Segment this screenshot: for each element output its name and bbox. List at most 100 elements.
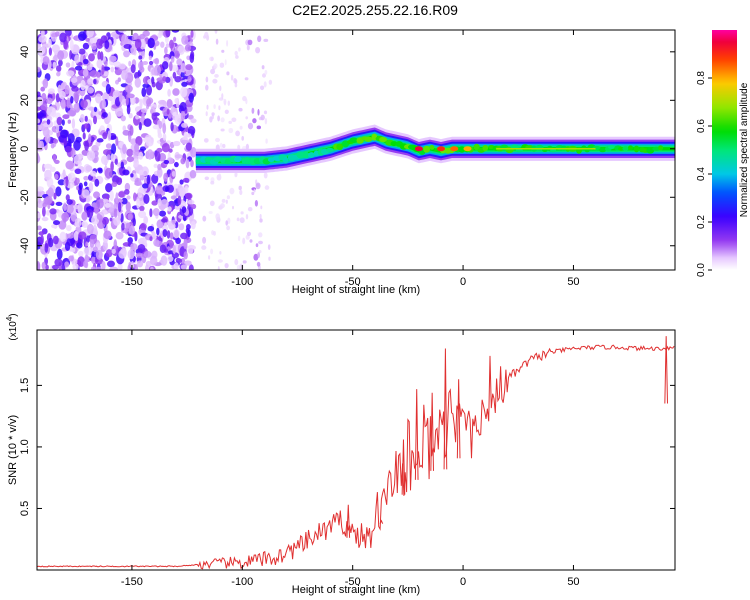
noise-blob: [124, 182, 131, 192]
faint-noise-blob: [227, 100, 230, 106]
noise-blob: [102, 216, 109, 225]
noise-blob: [46, 209, 51, 216]
noise-blob: [122, 169, 130, 176]
noise-blob: [53, 192, 57, 200]
noise-blob: [143, 177, 148, 185]
noise-blob: [140, 108, 148, 114]
ridge-blob: [283, 157, 289, 164]
faint-noise-blob: [210, 248, 214, 255]
noise-blob: [181, 81, 188, 87]
noise-blob: [187, 125, 196, 136]
noise-blob: [162, 133, 167, 141]
noise-blob: [134, 72, 140, 80]
noise-blob: [188, 264, 194, 270]
noise-blob: [37, 139, 42, 150]
noise-blob: [109, 217, 113, 222]
ridge-blob: [482, 144, 489, 152]
noise-blob: [71, 247, 76, 253]
noise-blob: [126, 148, 134, 157]
faint-noise-blob: [244, 77, 249, 81]
noise-blob: [102, 99, 106, 110]
noise-blob: [91, 42, 97, 51]
noise-blob: [171, 170, 176, 177]
noise-blob: [174, 98, 179, 104]
noise-blob: [170, 122, 174, 132]
noise-blob: [118, 249, 127, 259]
faint-noise-blob: [218, 105, 221, 111]
noise-blob: [102, 209, 108, 215]
noise-blob: [49, 166, 56, 172]
noise-blob: [95, 141, 101, 147]
noise-blob: [120, 161, 125, 169]
faint-noise-blob: [263, 172, 268, 179]
noise-blob: [117, 77, 122, 82]
noise-blob: [161, 218, 168, 223]
noise-blob: [42, 202, 47, 208]
noise-blob: [162, 122, 167, 134]
noise-blob: [61, 119, 65, 126]
faint-noise-blob: [236, 265, 240, 270]
noise-blob: [46, 97, 53, 105]
noise-blob: [118, 93, 123, 103]
noise-blob: [58, 90, 66, 100]
noise-blob: [38, 35, 47, 43]
noise-blob: [147, 37, 155, 49]
faint-noise-blob: [251, 191, 255, 196]
noise-blob: [174, 229, 179, 239]
noise-blob: [86, 30, 94, 38]
noise-blob: [122, 125, 127, 132]
faint-noise-blob: [226, 225, 231, 231]
noise-blob: [138, 200, 144, 206]
noise-blob: [37, 212, 41, 219]
y-tick-label: 0.5: [19, 501, 31, 516]
noise-blob: [51, 44, 61, 53]
faint-noise-blob: [246, 45, 250, 51]
noise-blob: [127, 213, 133, 221]
faint-noise-blob: [245, 214, 249, 220]
noise-blob: [174, 76, 182, 83]
noise-blob: [37, 225, 42, 231]
ridge-blob: [473, 143, 480, 151]
noise-blob: [93, 115, 97, 125]
noise-blob: [187, 244, 194, 255]
faint-noise-blob: [215, 38, 219, 45]
faint-noise-blob: [214, 30, 218, 34]
noise-blob: [64, 84, 70, 95]
ridge-blob: [234, 156, 242, 163]
faint-noise-blob: [224, 109, 229, 115]
noise-blob: [142, 61, 149, 65]
noise-blob: [104, 40, 110, 50]
noise-blob: [67, 133, 75, 144]
faint-noise-blob: [234, 83, 238, 88]
noise-blob: [51, 107, 57, 118]
noise-blob: [190, 221, 196, 230]
faint-noise-blob: [211, 112, 215, 116]
noise-blob: [101, 64, 105, 76]
noise-blob: [78, 250, 84, 257]
faint-noise-blob: [256, 261, 261, 267]
noise-blob: [190, 147, 197, 158]
noise-blob: [113, 217, 121, 226]
noise-blob: [53, 235, 59, 245]
ridge-blob: [244, 156, 250, 164]
noise-blob: [133, 192, 137, 202]
noise-blob: [98, 168, 103, 174]
ridge-blob: [429, 145, 435, 150]
noise-blob: [48, 237, 54, 248]
noise-blob: [47, 88, 55, 94]
faint-noise-blob: [213, 104, 216, 109]
noise-blob: [95, 38, 104, 49]
faint-noise-blob: [208, 255, 211, 260]
noise-blob: [96, 213, 101, 220]
faint-noise-blob: [263, 110, 268, 115]
noise-blob: [73, 204, 80, 210]
noise-blob: [146, 174, 151, 185]
noise-blob: [101, 112, 108, 118]
faint-noise-blob: [263, 81, 267, 88]
noise-blob: [170, 195, 177, 200]
noise-blob: [151, 173, 159, 184]
noise-blob: [161, 143, 170, 153]
noise-blob: [78, 31, 87, 41]
noise-blob: [185, 192, 193, 200]
faint-noise-blob: [239, 189, 243, 195]
